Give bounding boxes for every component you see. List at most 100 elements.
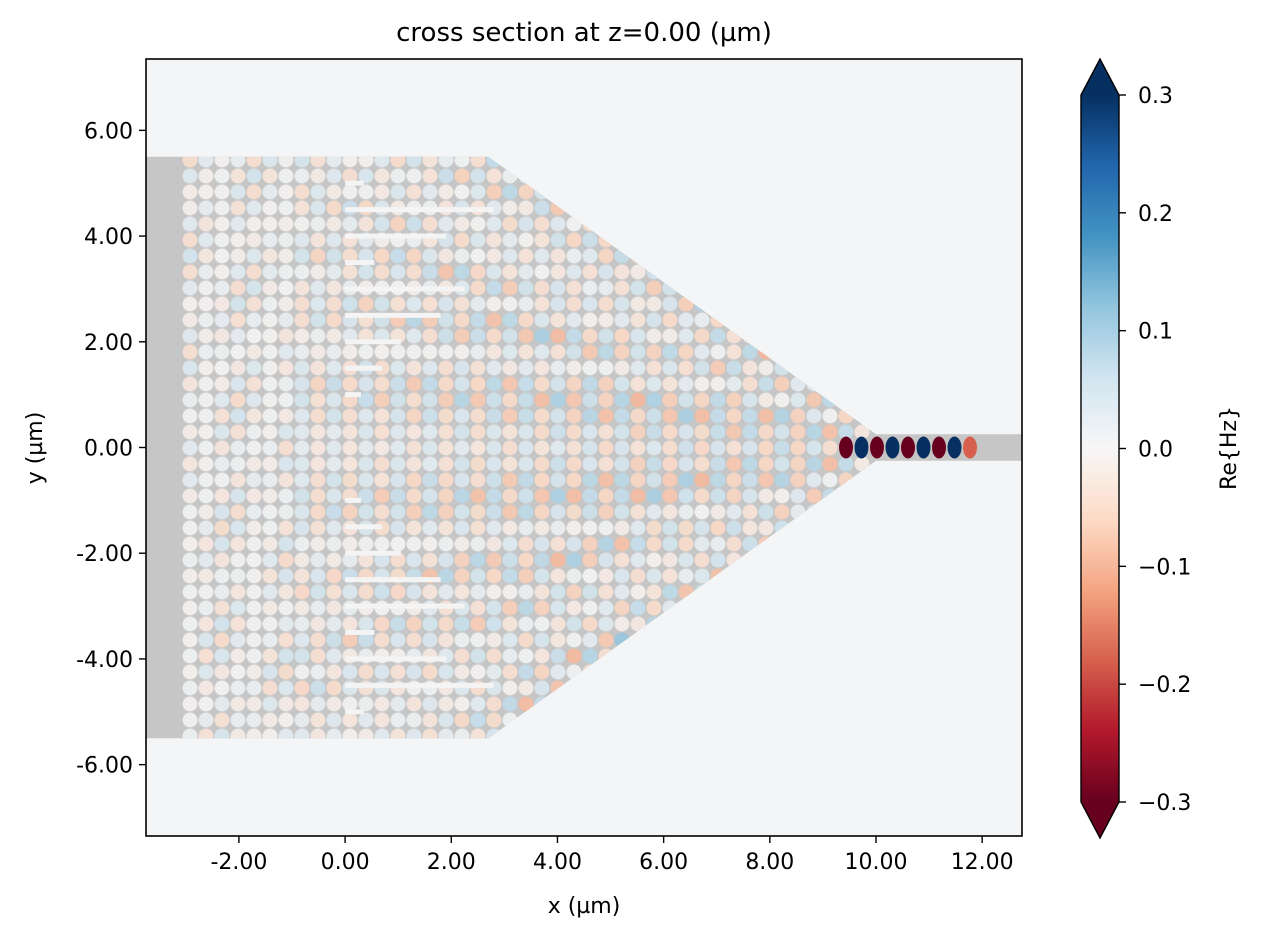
field-lobe: [646, 488, 662, 504]
field-lobe: [710, 392, 726, 408]
field-lobe: [294, 472, 310, 488]
field-lobe: [710, 360, 726, 376]
field-lobe: [278, 600, 294, 616]
field-lobe: [694, 424, 710, 440]
field-lobe: [406, 328, 422, 344]
field-lobe: [406, 520, 422, 536]
field-lobe: [422, 216, 438, 232]
field-lobe: [502, 264, 518, 280]
field-lobe: [534, 520, 550, 536]
field-lobe: [198, 632, 214, 648]
colorbar-tick-label: 0.2: [1138, 202, 1173, 227]
field-lobe: [358, 168, 374, 184]
y-tick-label: 0.00: [84, 437, 133, 462]
field-lobe: [262, 344, 278, 360]
field-lobe: [406, 488, 422, 504]
field-lobe: [790, 440, 806, 456]
field-lobe: [470, 488, 486, 504]
field-lobe: [294, 456, 310, 472]
field-lobe: [406, 344, 422, 360]
field-lobe: [198, 280, 214, 296]
field-lobe: [182, 216, 198, 232]
field-lobe: [630, 520, 646, 536]
field-lobe: [790, 472, 806, 488]
field-lobe: [390, 664, 406, 680]
field-lobe: [438, 680, 454, 696]
field-lobe: [550, 488, 566, 504]
field-lobe: [326, 568, 342, 584]
field-lobe: [614, 280, 630, 296]
field-lobe: [406, 408, 422, 424]
field-lobe: [406, 552, 422, 568]
field-lobe: [198, 296, 214, 312]
field-lobe: [614, 456, 630, 472]
field-lobe: [294, 264, 310, 280]
field-lobe: [230, 312, 246, 328]
field-lobe: [310, 584, 326, 600]
field-lobe: [518, 664, 534, 680]
field-lobe: [614, 488, 630, 504]
field-lobe: [598, 392, 614, 408]
field-lobe: [630, 504, 646, 520]
field-lobe: [742, 424, 758, 440]
field-lobe: [198, 552, 214, 568]
field-lobe: [694, 520, 710, 536]
field-lobe: [582, 504, 598, 520]
field-lobe: [310, 328, 326, 344]
field-lobe: [822, 424, 838, 440]
field-lobe: [566, 232, 582, 248]
colorbar: 0.3 0.2 0.1 0.0 −0.1 −0.2 −0.3 Re{Hz}: [1080, 57, 1242, 840]
field-lobe: [630, 568, 646, 584]
field-lobe: [390, 728, 406, 739]
field-lobe: [646, 504, 662, 520]
field-lobe: [630, 280, 646, 296]
field-lobe: [486, 552, 502, 568]
field-lobe: [358, 552, 374, 568]
field-lobe: [518, 488, 534, 504]
grating-bar: [345, 180, 364, 186]
field-lobe: [790, 456, 806, 472]
field-lobe: [230, 216, 246, 232]
field-lobe: [230, 264, 246, 280]
field-lobe: [246, 376, 262, 392]
field-lobe: [502, 632, 518, 648]
field-lobe: [694, 408, 710, 424]
field-lobe: [198, 408, 214, 424]
x-tick-label: 0.00: [321, 850, 370, 875]
field-lobe: [662, 360, 678, 376]
field-lobe: [342, 156, 358, 168]
field-lobe: [214, 552, 230, 568]
field-lobe: [726, 376, 742, 392]
field-lobe: [310, 712, 326, 728]
field-lobe: [278, 424, 294, 440]
field-lobe: [230, 520, 246, 536]
field-lobe: [326, 664, 342, 680]
field-lobe: [470, 344, 486, 360]
field-lobe: [662, 344, 678, 360]
field-lobe: [582, 280, 598, 296]
grating-bar: [345, 524, 383, 530]
field-lobe: [470, 552, 486, 568]
field-lobe: [518, 520, 534, 536]
field-lobe: [646, 328, 662, 344]
field-lobe: [310, 632, 326, 648]
field-lobe: [182, 296, 198, 312]
field-lobe: [758, 456, 774, 472]
field-lobe: [710, 440, 726, 456]
field-lobe: [214, 232, 230, 248]
field-lobe: [278, 552, 294, 568]
field-lobe: [614, 312, 630, 328]
field-lobe: [566, 264, 582, 280]
field-lobe: [454, 632, 470, 648]
field-lobe: [470, 584, 486, 600]
field-lobe: [518, 552, 534, 568]
field-lobe: [726, 472, 742, 488]
field-lobe: [326, 520, 342, 536]
field-lobe: [518, 680, 534, 696]
field-lobe: [534, 488, 550, 504]
field-lobe: [518, 200, 534, 216]
field-lobe: [470, 392, 486, 408]
grating-bar: [345, 709, 364, 715]
field-lobe: [182, 200, 198, 216]
field-lobe: [294, 328, 310, 344]
